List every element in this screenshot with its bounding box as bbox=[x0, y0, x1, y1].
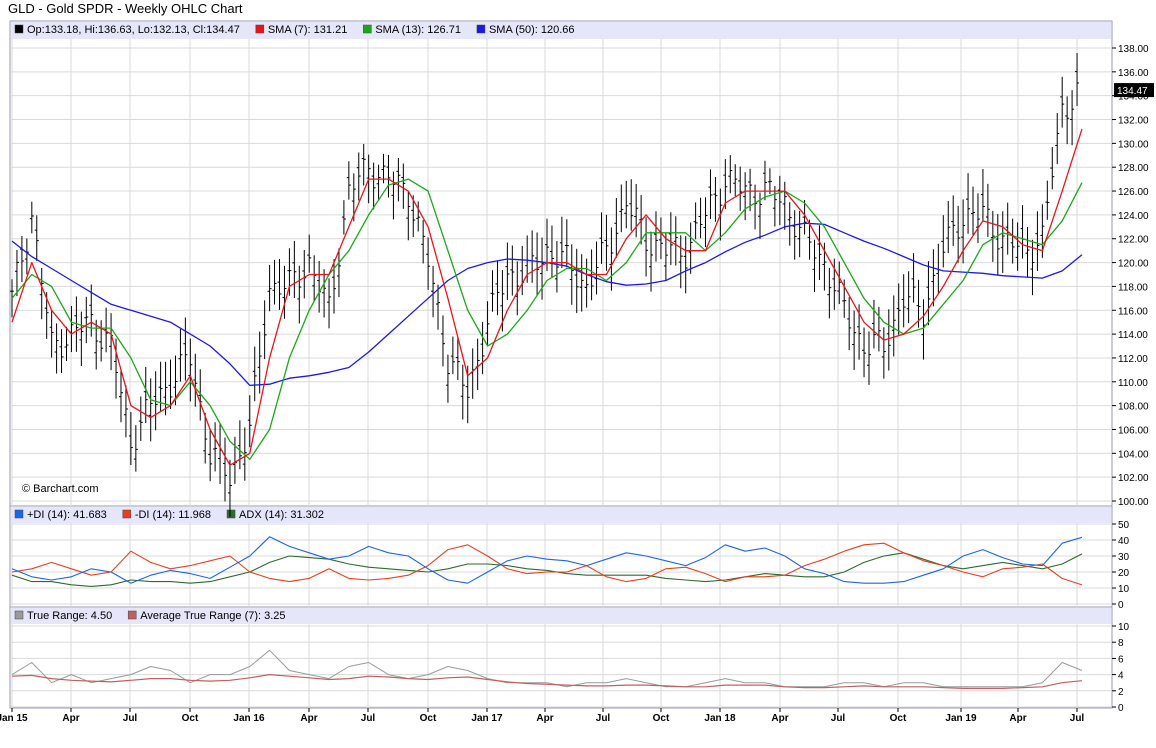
x-tick-label: Oct bbox=[890, 713, 907, 724]
x-tick-label: Jul bbox=[596, 713, 611, 724]
price-y-tick-label: 124.00 bbox=[1118, 211, 1149, 222]
last-price-box bbox=[1114, 83, 1154, 98]
atr-line bbox=[11, 673, 1083, 690]
tr-y-tick-label: 10 bbox=[1118, 622, 1130, 633]
tr-legend-item: Average True Range (7): 3.25 bbox=[140, 610, 285, 622]
price-y-tick-label: 118.00 bbox=[1118, 282, 1148, 293]
dmi-y-tick-label: 40 bbox=[1118, 536, 1130, 547]
price-y-tick-label: 128.00 bbox=[1118, 163, 1149, 174]
x-tick-label: Apr bbox=[536, 713, 553, 724]
last-price-label: 134.47 bbox=[1117, 86, 1148, 97]
x-tick-label: Apr bbox=[1009, 713, 1026, 724]
x-tick-label: Oct bbox=[653, 713, 670, 724]
tr-legend-swatch bbox=[14, 610, 24, 620]
x-tick-label: Jan 18 bbox=[704, 713, 736, 724]
dmi-y-tick-label: 50 bbox=[1118, 520, 1130, 531]
dmi-y-tick-label: 30 bbox=[1118, 552, 1130, 563]
true-range-line bbox=[11, 649, 1083, 688]
tr-y-tick-label: 2 bbox=[1118, 687, 1124, 698]
price-y-tick-label: 132.00 bbox=[1118, 116, 1149, 127]
x-tick-label: Jan 15 bbox=[0, 713, 28, 724]
chart-title: GLD - Gold SPDR - Weekly OHLC Chart bbox=[8, 1, 243, 16]
price-y-tick-label: 130.00 bbox=[1118, 139, 1149, 150]
price-y-tick-label: 110.00 bbox=[1118, 378, 1148, 389]
credit-text: © Barchart.com bbox=[22, 483, 99, 495]
price-panel-header bbox=[11, 22, 1111, 39]
price-y-tick-label: 126.00 bbox=[1118, 187, 1149, 198]
tr-legend-item: True Range: 4.50 bbox=[27, 610, 112, 622]
price-y-tick-label: 134.00 bbox=[1118, 92, 1149, 103]
price-legend-item: SMA (7): 131.21 bbox=[268, 24, 348, 36]
x-tick-label: Apr bbox=[62, 713, 79, 724]
price-y-tick-label: 116.00 bbox=[1118, 306, 1148, 317]
x-tick-label: Oct bbox=[182, 713, 199, 724]
price-legend-swatch bbox=[255, 24, 265, 34]
tr-y-tick-label: 0 bbox=[1118, 703, 1124, 714]
price-y-tick-label: 120.00 bbox=[1118, 259, 1149, 270]
price-legend-swatch bbox=[14, 24, 24, 34]
dmi-y-tick-label: 20 bbox=[1118, 568, 1130, 579]
x-tick-label: Jan 19 bbox=[945, 713, 977, 724]
dmi-y-tick-label: 0 bbox=[1118, 600, 1124, 611]
price-legend-swatch bbox=[476, 24, 486, 34]
tr-legend-swatch bbox=[127, 610, 137, 620]
sma7-line bbox=[11, 128, 1083, 466]
x-tick-label: Jul bbox=[831, 713, 846, 724]
dmi-legend-swatch bbox=[14, 509, 24, 519]
minus-di-line bbox=[11, 542, 1083, 586]
price-y-tick-label: 138.00 bbox=[1118, 44, 1149, 55]
price-y-tick-label: 114.00 bbox=[1118, 330, 1148, 341]
price-legend-item: Op:133.18, Hi:136.63, Lo:132.13, Cl:134.… bbox=[27, 24, 240, 36]
price-y-tick-label: 122.00 bbox=[1118, 235, 1149, 246]
dmi-panel-header bbox=[11, 507, 1111, 523]
x-tick-label: Jul bbox=[361, 713, 376, 724]
price-y-tick-label: 106.00 bbox=[1118, 425, 1149, 436]
x-tick-label: Apr bbox=[771, 713, 788, 724]
price-y-tick-label: 136.00 bbox=[1118, 68, 1149, 79]
price-y-tick-label: 100.00 bbox=[1118, 497, 1149, 508]
dmi-legend-item: -DI (14): 11.968 bbox=[135, 509, 211, 521]
dmi-legend-swatch bbox=[226, 509, 236, 519]
price-y-tick-label: 112.00 bbox=[1118, 354, 1148, 365]
tr-panel-header bbox=[11, 608, 1111, 624]
price-y-tick-label: 102.00 bbox=[1118, 473, 1149, 484]
x-tick-label: Jan 17 bbox=[471, 713, 503, 724]
x-tick-label: Apr bbox=[300, 713, 317, 724]
price-legend-item: SMA (13): 126.71 bbox=[375, 24, 461, 36]
dmi-y-tick-label: 10 bbox=[1118, 584, 1130, 595]
tr-y-tick-label: 4 bbox=[1118, 671, 1124, 682]
x-tick-label: Jul bbox=[123, 713, 138, 724]
dmi-legend-item: ADX (14): 31.302 bbox=[239, 509, 324, 521]
price-y-tick-label: 108.00 bbox=[1118, 402, 1149, 413]
x-tick-label: Jul bbox=[1070, 713, 1085, 724]
price-legend-item: SMA (50): 120.66 bbox=[489, 24, 575, 36]
plus-di-line bbox=[11, 536, 1083, 584]
price-y-tick-label: 104.00 bbox=[1118, 449, 1149, 460]
x-tick-label: Jan 16 bbox=[233, 713, 265, 724]
dmi-legend-item: +DI (14): 41.683 bbox=[27, 509, 107, 521]
dmi-legend-swatch bbox=[122, 509, 132, 519]
x-tick-label: Oct bbox=[420, 713, 437, 724]
tr-y-tick-label: 8 bbox=[1118, 638, 1124, 649]
tr-y-tick-label: 6 bbox=[1118, 654, 1124, 665]
price-legend-swatch bbox=[363, 24, 372, 34]
price-panel-frame bbox=[9, 20, 1113, 507]
